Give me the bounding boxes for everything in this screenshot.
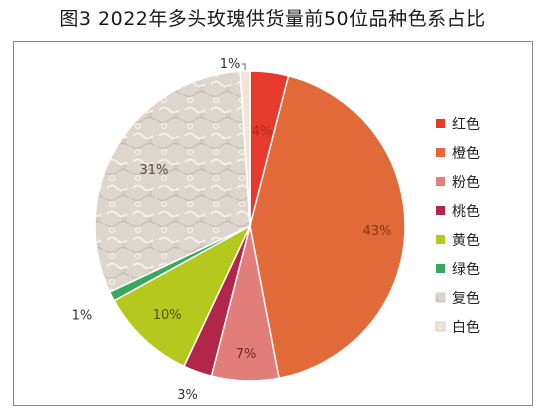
pie-slice-2 xyxy=(249,74,406,380)
pie-slice-7 xyxy=(94,70,251,293)
slice-label-8: 1% xyxy=(220,57,241,72)
legend-swatch-1 xyxy=(436,119,445,128)
slice-label-2: 43% xyxy=(363,224,392,239)
slice-label-7: 31% xyxy=(139,163,168,178)
slice-label-6: 1% xyxy=(72,308,93,323)
slice-label-1: 4% xyxy=(252,125,273,140)
pie-slice-8 xyxy=(239,70,251,227)
legend-swatch-4 xyxy=(436,206,445,215)
chart-frame xyxy=(13,41,533,406)
legend-label-7: 复色 xyxy=(452,290,480,307)
legend-swatch-8 xyxy=(435,321,446,332)
legend-swatch-3 xyxy=(436,177,445,186)
legend-label-8: 白色 xyxy=(452,319,480,336)
legend-label-5: 黄色 xyxy=(452,232,480,249)
legend-label-4: 桃色 xyxy=(452,203,480,220)
legend-label-1: 红色 xyxy=(452,116,480,133)
slice-label-5: 10% xyxy=(153,308,182,323)
slice-label-3: 7% xyxy=(236,347,257,362)
slice-label-4: 3% xyxy=(177,388,198,403)
legend-label-3: 粉色 xyxy=(452,174,480,191)
legend-swatch-6 xyxy=(436,264,445,273)
legend-swatch-5 xyxy=(436,235,445,244)
legend-label-2: 橙色 xyxy=(452,145,480,162)
leader-line-white xyxy=(242,63,246,71)
legend-swatch-2 xyxy=(436,148,445,157)
legend-label-6: 绿色 xyxy=(452,261,480,278)
legend-swatch-7 xyxy=(435,292,446,303)
chart-title: 图3 2022年多头玫瑰供货量前50位品种色系占比 xyxy=(59,8,486,30)
pie-slice-5 xyxy=(113,224,252,368)
